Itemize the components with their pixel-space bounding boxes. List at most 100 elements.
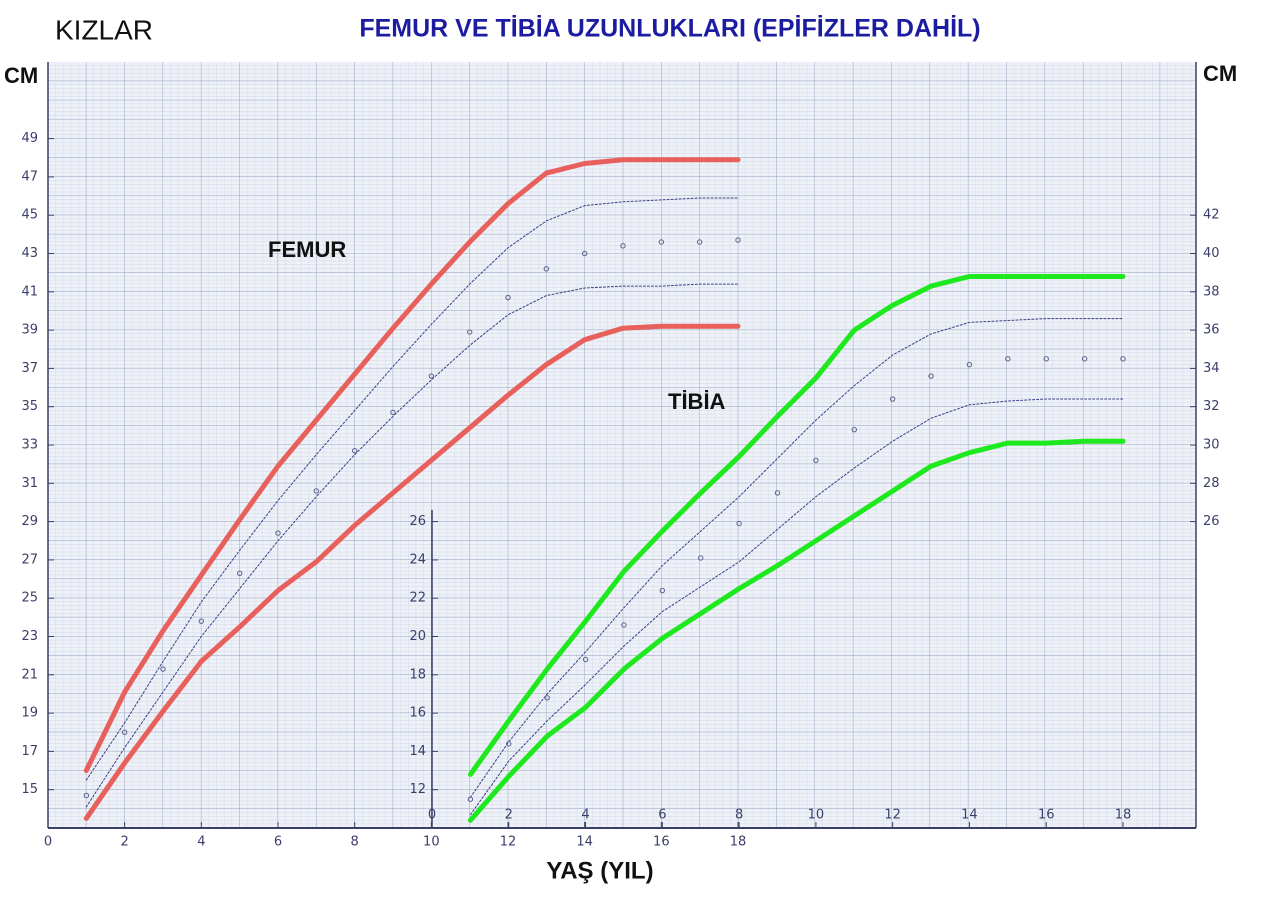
y-tick-label: 43 xyxy=(21,246,38,261)
x-tick-label: 12 xyxy=(884,808,901,823)
femur-label: FEMUR xyxy=(268,237,346,262)
y2-tick-label: 36 xyxy=(1203,323,1220,338)
x-tick-label: 16 xyxy=(653,835,670,850)
x-tick-label: 4 xyxy=(581,808,589,823)
y-tick-label: 25 xyxy=(21,591,38,606)
y-axis-label: CM xyxy=(4,63,38,88)
y-tick-label: 47 xyxy=(21,169,38,184)
y-tick-label: 17 xyxy=(21,744,38,759)
y-tick-label: 20 xyxy=(409,629,426,644)
x-tick-label: 18 xyxy=(730,835,747,850)
y-tick-label: 33 xyxy=(21,438,38,453)
data-point xyxy=(506,741,512,747)
data-point xyxy=(351,448,358,454)
y-tick-label: 31 xyxy=(21,476,38,491)
tibia-label: TİBİA xyxy=(668,389,726,414)
y2-tick-label: 32 xyxy=(1203,399,1220,414)
y-tick-label: 21 xyxy=(21,667,38,682)
data-point xyxy=(236,570,243,577)
data-point xyxy=(813,457,819,464)
data-point xyxy=(620,243,626,249)
x-tick-label: 18 xyxy=(1115,808,1132,823)
data-point xyxy=(966,361,973,368)
y2-axis-label: CM xyxy=(1203,61,1237,86)
y-tick-label: 29 xyxy=(21,514,38,529)
y-tick-label: 19 xyxy=(21,706,38,721)
y-tick-label: 49 xyxy=(21,131,38,146)
x-axis-label: YAŞ (YIL) xyxy=(546,857,653,884)
x-tick-label: 12 xyxy=(500,835,517,850)
y-tick-label: 45 xyxy=(21,208,38,223)
data-point xyxy=(160,666,166,672)
chart-title: FEMUR VE TİBİA UZUNLUKLARI (EPİFİZLER DA… xyxy=(359,15,980,43)
data-point xyxy=(928,373,934,379)
data-point xyxy=(581,250,588,257)
subtitle: KIZLAR xyxy=(55,14,153,45)
x-tick-label: 14 xyxy=(576,835,593,850)
x-tick-label: 0 xyxy=(44,835,52,850)
data-point xyxy=(582,656,589,663)
y2-tick-label: 26 xyxy=(1203,514,1220,529)
x-tick-label: 6 xyxy=(274,835,282,850)
data-point xyxy=(1043,356,1049,362)
y-tick-label: 24 xyxy=(409,552,426,567)
data-point xyxy=(659,587,666,594)
y-tick-label: 41 xyxy=(21,284,38,299)
dotted-line xyxy=(85,283,739,808)
x-tick-label: 8 xyxy=(351,835,359,850)
data-point xyxy=(621,622,627,628)
data-point xyxy=(466,329,473,335)
data-point xyxy=(774,490,781,496)
data-point xyxy=(696,239,703,245)
y-tick-label: 12 xyxy=(409,782,426,797)
y-tick-label: 39 xyxy=(21,323,38,338)
percentile-line xyxy=(83,323,741,821)
y-tick-label: 27 xyxy=(21,552,38,567)
data-point xyxy=(544,695,550,701)
x-tick-label: 16 xyxy=(1038,808,1055,823)
dotted-line xyxy=(469,398,1124,816)
x-tick-label: 2 xyxy=(505,808,513,823)
x-tick-label: 10 xyxy=(423,835,440,850)
x-tick-label: 14 xyxy=(961,808,978,823)
x-tick-label: 4 xyxy=(197,835,205,850)
y-tick-label: 22 xyxy=(409,591,426,606)
y-tick-label: 23 xyxy=(21,629,38,644)
y-tick-label: 35 xyxy=(21,399,38,414)
data-point xyxy=(851,426,857,433)
dotted-line xyxy=(469,318,1124,798)
data-point xyxy=(505,294,511,301)
data-point xyxy=(83,792,90,799)
y-tick-label: 26 xyxy=(409,514,426,529)
y-tick-label: 14 xyxy=(409,744,426,759)
data-point xyxy=(1120,356,1126,362)
data-point xyxy=(1081,356,1088,362)
data-point xyxy=(889,396,896,402)
y2-tick-label: 42 xyxy=(1203,208,1220,223)
percentile-line xyxy=(467,438,1126,823)
x-tick-label: 8 xyxy=(735,808,743,823)
data-point xyxy=(736,520,742,527)
x-tick-label: 6 xyxy=(658,808,666,823)
y2-tick-label: 38 xyxy=(1203,284,1220,299)
dotted-line xyxy=(85,197,739,781)
y-tick-label: 15 xyxy=(21,782,38,797)
data-point xyxy=(658,239,665,245)
y2-tick-label: 34 xyxy=(1203,361,1220,376)
y-tick-label: 37 xyxy=(21,361,38,376)
data-point xyxy=(543,266,550,272)
x-tick-label: 10 xyxy=(808,808,825,823)
percentile-line xyxy=(83,157,741,773)
data-point xyxy=(428,373,435,379)
y2-tick-label: 40 xyxy=(1203,246,1220,261)
data-point xyxy=(1005,356,1011,362)
y2-tick-label: 28 xyxy=(1203,476,1220,491)
percentile-line xyxy=(467,274,1126,777)
data-point xyxy=(313,488,320,494)
data-point xyxy=(698,555,704,561)
data-point xyxy=(198,618,205,624)
data-point xyxy=(121,729,128,735)
x-tick-label: 2 xyxy=(121,835,129,850)
x-tick-label: 0 xyxy=(428,808,436,823)
